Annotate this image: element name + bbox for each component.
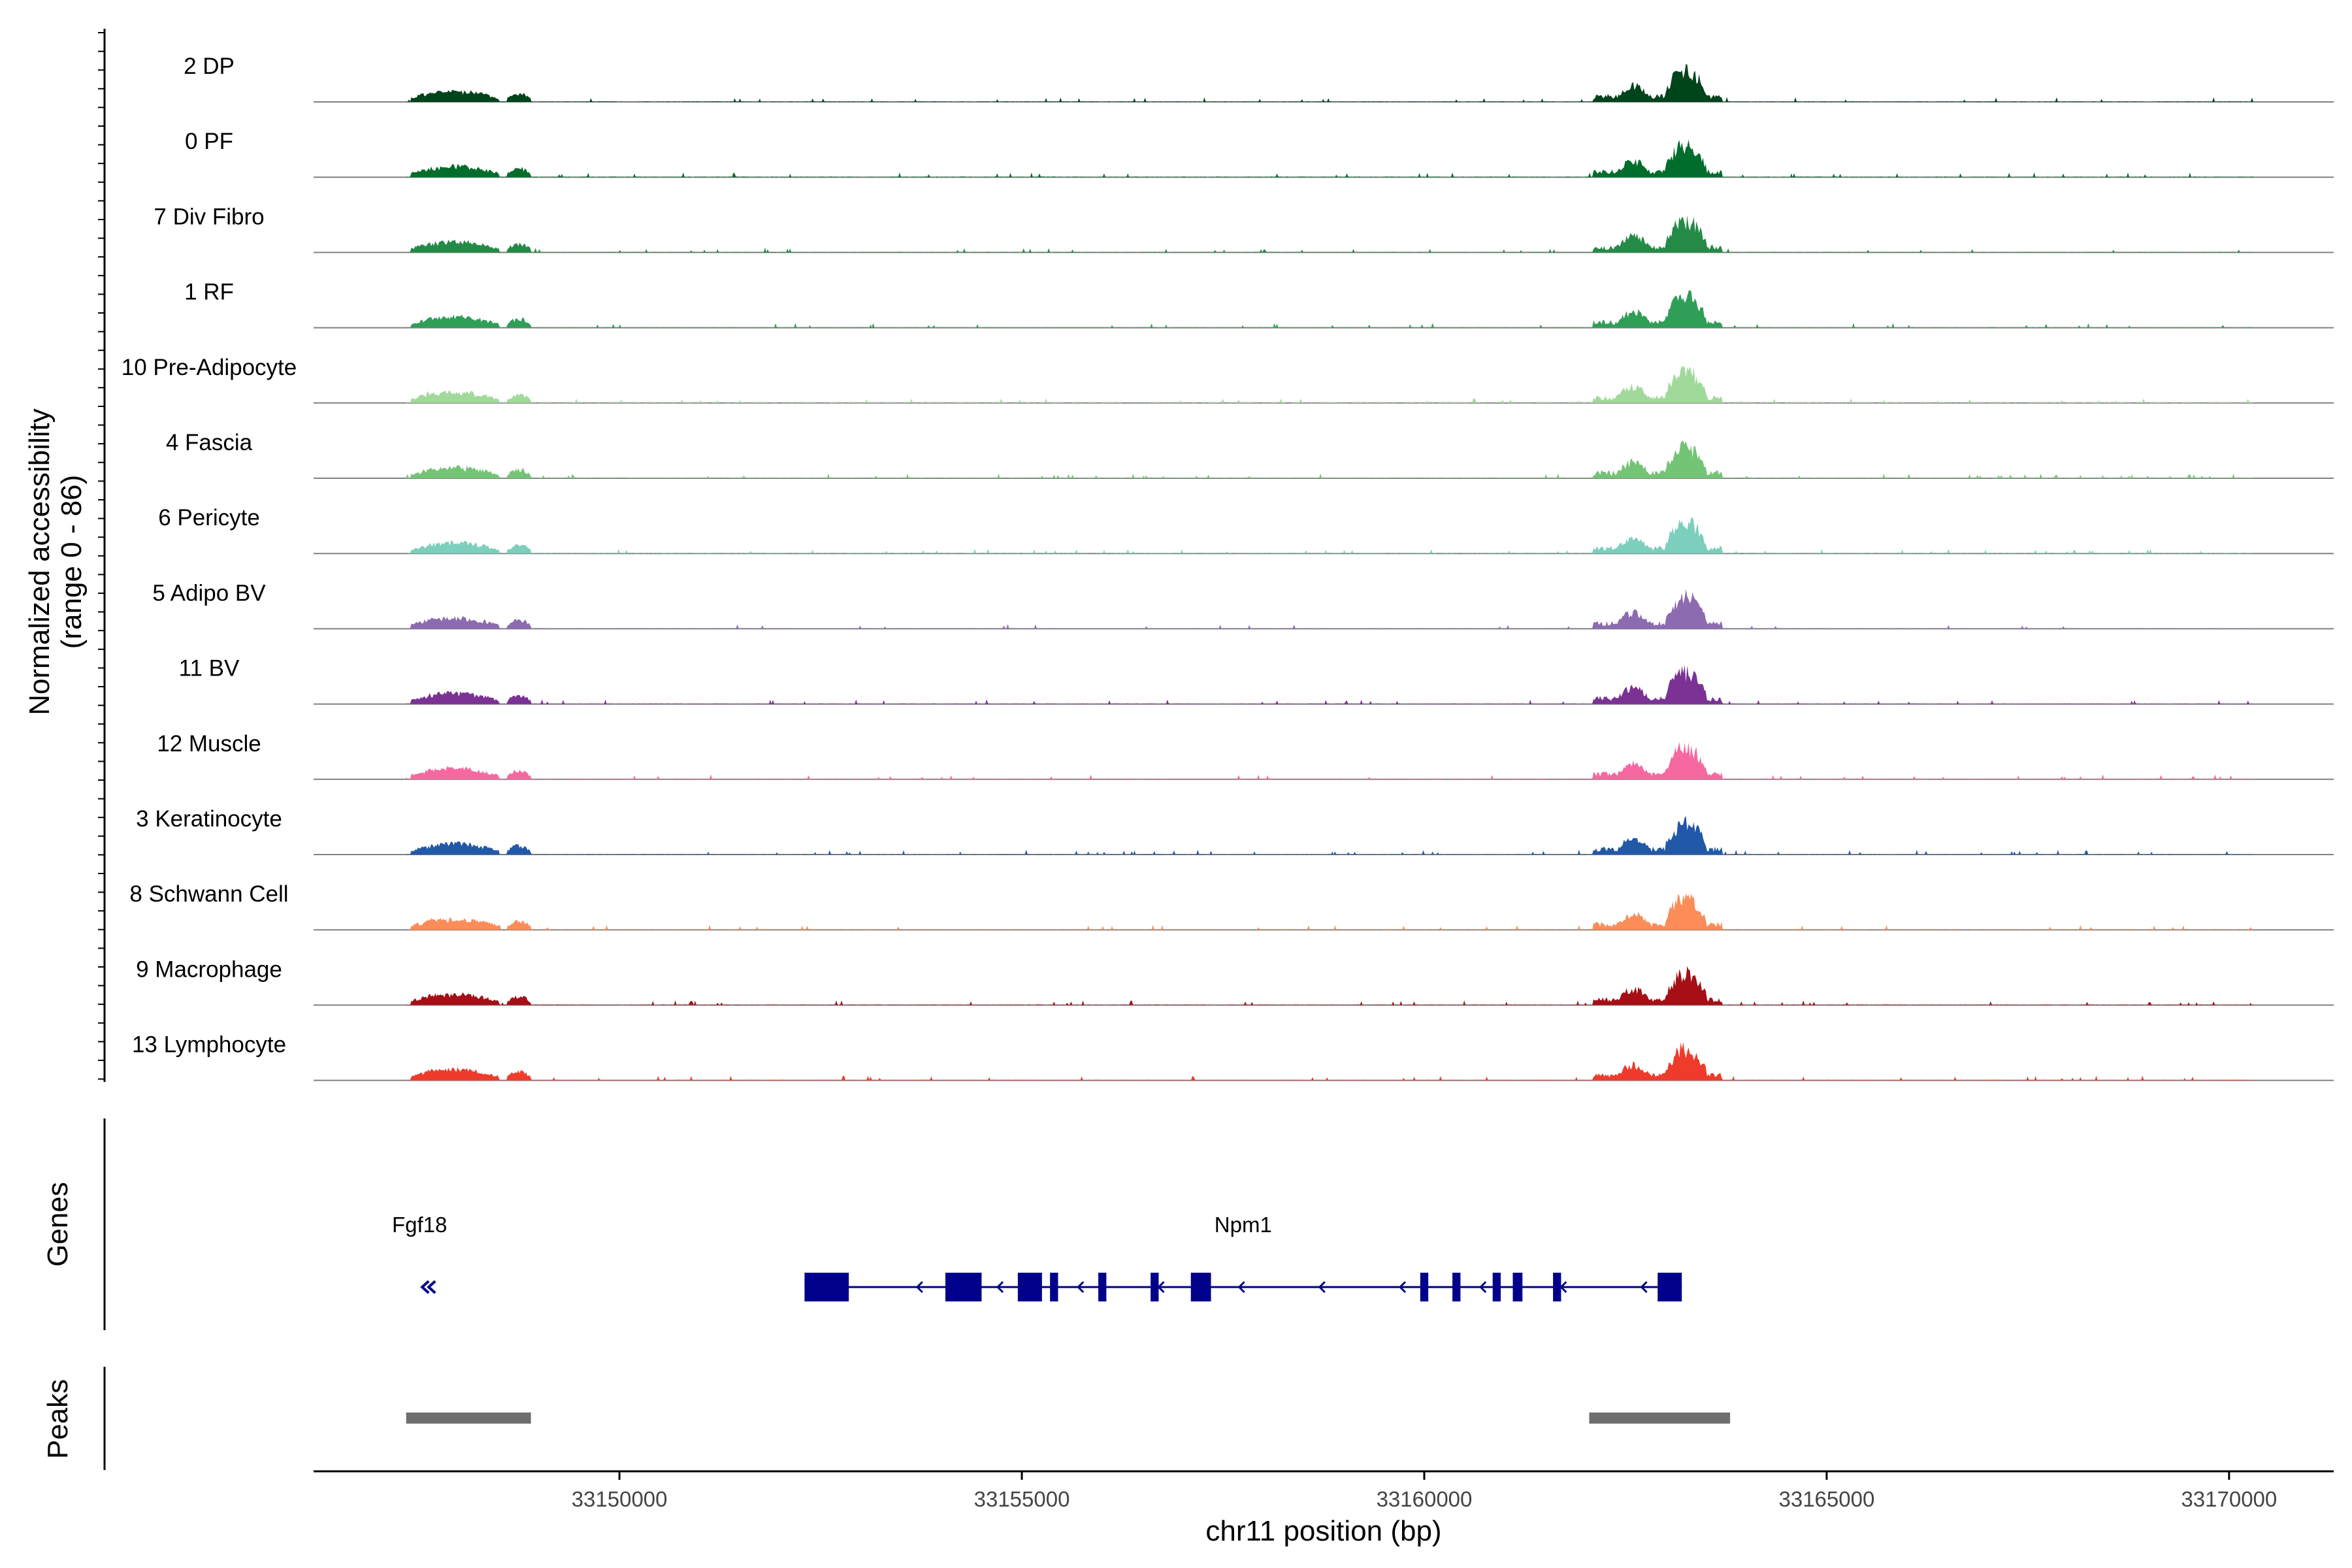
peaks-panel-label: Peaks	[42, 1379, 74, 1459]
coverage-track: 11 BV	[179, 656, 2334, 705]
coverage-track: 1 RF	[184, 280, 2334, 329]
track-label: 3 Keratinocyte	[136, 806, 282, 832]
coverage-area	[406, 893, 2253, 930]
strand-arrow	[1398, 1281, 1407, 1294]
exon	[1151, 1273, 1159, 1301]
track-label: 9 Macrophage	[136, 956, 282, 982]
strand-arrow	[996, 1281, 1004, 1294]
track-label: 5 Adipo BV	[152, 580, 266, 606]
y-axis-label-line2: (range 0 - 86)	[56, 475, 88, 649]
coverage-track: 3 Keratinocyte	[136, 806, 2334, 855]
peaks-panel: Peaks	[42, 1367, 1731, 1470]
gene-name-label: Fgf18	[392, 1213, 447, 1237]
coverage-area	[406, 139, 2253, 178]
strand-arrow	[1077, 1281, 1085, 1294]
track-label: 11 BV	[179, 656, 240, 681]
coverage-area	[406, 289, 2253, 328]
coverage-track: 6 Pericyte	[158, 505, 2334, 555]
genes-panel: Genes Fgf18 Npm1	[42, 1119, 1682, 1330]
exon	[1050, 1273, 1058, 1301]
x-axis-ticks: 33150000 33155000 33160000 33165000 33170000	[572, 1471, 2277, 1511]
coverage-area	[406, 440, 2253, 478]
coverage-track: 13 Lymphocyte	[132, 1032, 2334, 1081]
coverage-track: 8 Schwann Cell	[129, 881, 2334, 931]
gene-name-label: Npm1	[1215, 1213, 1272, 1237]
coverage-track: 12 Muscle	[157, 731, 2334, 780]
coverage-track: 7 Div Fibro	[154, 204, 2334, 253]
coverage-area	[406, 664, 2253, 704]
coverage-track: 10 Pre-Adipocyte	[122, 355, 2334, 404]
coverage-area	[406, 589, 2253, 629]
coverage-area	[406, 742, 2253, 779]
exon	[1420, 1273, 1429, 1301]
track-label: 1 RF	[184, 280, 234, 305]
peak-bar	[1589, 1413, 1731, 1424]
exon	[945, 1273, 982, 1301]
exon	[1512, 1273, 1523, 1301]
coverage-area	[406, 366, 2253, 403]
track-label: 0 PF	[185, 129, 233, 154]
x-tick-label: 33150000	[572, 1487, 668, 1511]
coverage-tracks: 2 DP 0 PF 7 Div Fibro 1 RF 10 Pre-Adipocyte 4…	[122, 54, 2334, 1081]
track-y-axis-ticks	[98, 32, 105, 1080]
coverage-track: 5 Adipo BV	[152, 580, 2334, 630]
track-label: 12 Muscle	[157, 731, 261, 757]
track-label: 4 Fascia	[166, 430, 253, 455]
strand-arrow	[1640, 1281, 1648, 1294]
coverage-area	[406, 63, 2253, 102]
coverage-track: 9 Macrophage	[136, 956, 2334, 1006]
x-axis: 33150000 33155000 33160000 33165000 33170000…	[314, 1470, 2334, 1547]
coverage-track: 2 DP	[184, 54, 2334, 103]
track-y-axis	[98, 29, 106, 1082]
track-label: 2 DP	[184, 54, 235, 79]
track-label: 13 Lymphocyte	[132, 1032, 286, 1058]
exon	[804, 1273, 849, 1301]
x-axis-label: chr11 position (bp)	[1205, 1515, 1441, 1547]
y-axis-label-line1: Normalized accessibility	[24, 408, 56, 715]
track-label: 7 Div Fibro	[154, 204, 264, 229]
exon	[1492, 1273, 1501, 1301]
x-tick-label: 33165000	[1779, 1487, 1875, 1511]
gene-model: Npm1	[804, 1213, 1682, 1301]
track-label: 10 Pre-Adipocyte	[122, 355, 297, 380]
strand-arrow	[915, 1281, 923, 1294]
x-tick-label: 33160000	[1377, 1487, 1473, 1511]
strand-arrow	[1479, 1281, 1487, 1294]
exon	[1452, 1273, 1461, 1301]
exon	[1553, 1273, 1561, 1301]
coverage-area	[406, 517, 2253, 554]
gene-models: Fgf18 Npm1	[392, 1213, 1682, 1301]
coverage-area	[406, 816, 2253, 855]
exon	[1190, 1273, 1211, 1301]
coverage-track: 4 Fascia	[166, 430, 2334, 479]
strand-arrow	[1237, 1281, 1245, 1294]
coverage-area	[406, 1041, 2253, 1081]
x-tick-label: 33155000	[974, 1487, 1070, 1511]
exon	[1017, 1273, 1042, 1301]
exon	[1658, 1273, 1682, 1301]
coverage-area	[406, 966, 2253, 1005]
genes-panel-label: Genes	[42, 1182, 74, 1267]
x-tick-label: 33170000	[2181, 1487, 2277, 1511]
peak-bar	[406, 1413, 531, 1424]
coverage-track: 0 PF	[185, 129, 2334, 178]
track-label: 8 Schwann Cell	[129, 881, 288, 907]
track-label: 6 Pericyte	[158, 505, 260, 531]
strand-arrow	[1318, 1281, 1326, 1294]
strand-arrow	[420, 1280, 436, 1294]
peak-bars	[406, 1413, 1731, 1424]
exon	[1098, 1273, 1107, 1301]
strand-arrow	[1157, 1281, 1165, 1294]
coverage-area	[406, 215, 2253, 253]
gene-model: Fgf18	[392, 1213, 447, 1294]
